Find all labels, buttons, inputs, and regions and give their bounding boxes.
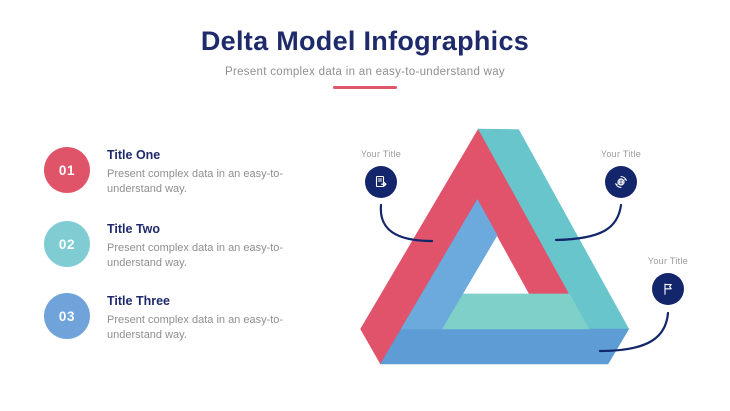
- slide-subtitle: Present complex data in an easy-to-under…: [225, 66, 505, 78]
- document-icon: [375, 175, 387, 188]
- item-title-one: Title One: [107, 148, 161, 162]
- list-item-1: 01 Title One Present complex data in an …: [44, 147, 324, 197]
- item-title-three: Title Three: [107, 294, 170, 308]
- callout-label: Your Title: [647, 256, 689, 266]
- item-description: Present complex data in an easy-to-under…: [107, 314, 284, 341]
- callout-3: Your Title: [628, 256, 708, 305]
- number-badge-03: 03: [44, 293, 90, 339]
- accent-divider: [333, 86, 397, 89]
- sync-globe-icon: [615, 176, 627, 188]
- slide-header: Delta Model Infographics Present complex…: [0, 26, 730, 89]
- callout-badge: [365, 166, 397, 198]
- callout-1: Your Title: [341, 149, 421, 198]
- number-badge-01: 01: [44, 147, 90, 193]
- callout-label: Your Title: [600, 149, 642, 159]
- item-title-two: Title Two: [107, 222, 161, 236]
- callout-badge: [605, 166, 637, 198]
- callout-badge: [652, 273, 684, 305]
- callout-label: Your Title: [360, 149, 402, 159]
- callout-2: Your Title: [581, 149, 661, 198]
- item-description: Present complex data in an easy-to-under…: [107, 242, 284, 269]
- page-title: Delta Model Infographics: [200, 26, 530, 56]
- flag-icon: [664, 283, 672, 295]
- number-badge-02: 02: [44, 221, 90, 267]
- item-description: Present complex data in an easy-to-under…: [107, 168, 284, 195]
- list-item-3: 03 Title Three Present complex data in a…: [44, 293, 324, 343]
- list-item-2: 02 Title Two Present complex data in an …: [44, 221, 324, 271]
